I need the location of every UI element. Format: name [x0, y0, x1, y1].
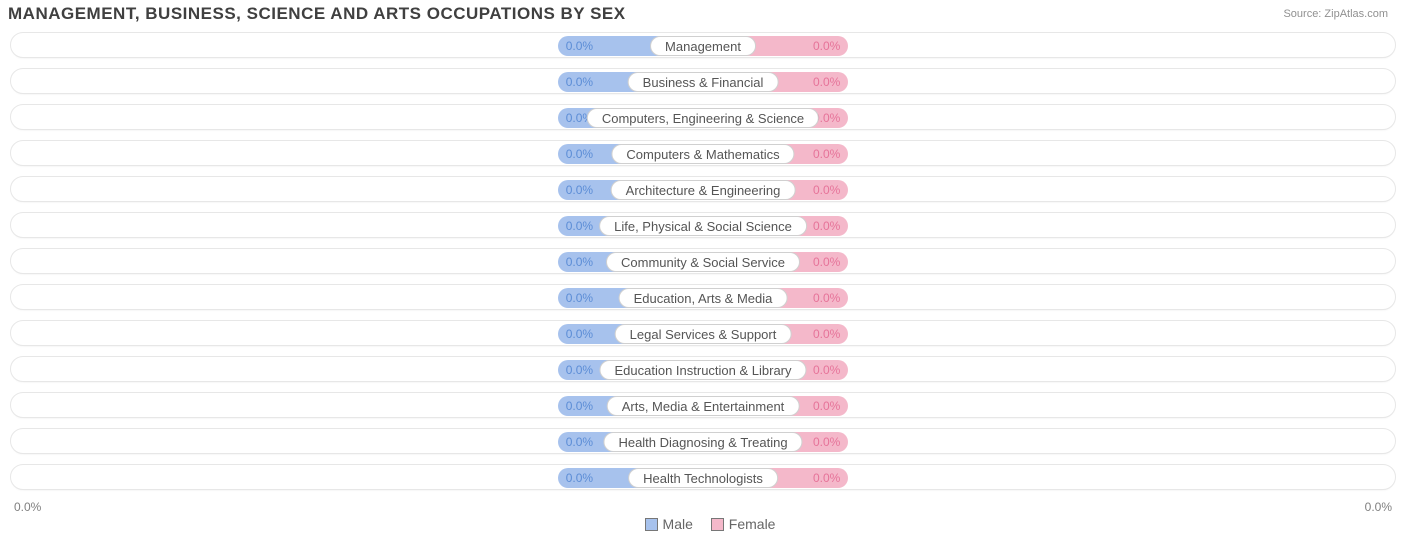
source-name: ZipAtlas.com — [1324, 8, 1388, 20]
bar-row: 0.0% 0.0%Life, Physical & Social Science — [10, 212, 1396, 238]
category-label: Architecture & Engineering — [611, 180, 796, 200]
category-label: Health Diagnosing & Treating — [603, 432, 802, 452]
male-value: 0.0% — [558, 435, 601, 449]
female-value: 0.0% — [805, 255, 848, 269]
male-swatch — [645, 518, 658, 531]
legend-male-label: Male — [663, 516, 693, 532]
bar-row: 0.0% 0.0% Architecture & Engineering — [10, 176, 1396, 202]
category-label: Health Technologists — [628, 468, 778, 488]
male-value: 0.0% — [558, 291, 601, 305]
legend-female-label: Female — [729, 516, 776, 532]
male-value: 0.0% — [558, 471, 601, 485]
male-value: 0.0% — [558, 363, 601, 377]
legend: Male Female — [8, 516, 1398, 534]
bar-rows: 0.0% 0.0% Management 0.0% 0.0% Business & Fin… — [8, 32, 1398, 490]
bar-row: 0.0% 0.0% Education, Arts & Media — [10, 284, 1396, 310]
category-label: Computers & Mathematics — [611, 144, 794, 164]
category-label: Education, Arts & Media — [619, 288, 788, 308]
bar-row: 0.0% 0.0%Education Instruction & Library — [10, 356, 1396, 382]
chart-container: MANAGEMENT, BUSINESS, SCIENCE AND ARTS O… — [0, 0, 1406, 559]
female-value: 0.0% — [805, 291, 848, 305]
female-value: 0.0% — [805, 435, 848, 449]
female-value: 0.0% — [805, 147, 848, 161]
category-label: Legal Services & Support — [615, 324, 792, 344]
female-value: 0.0% — [805, 327, 848, 341]
bar-row: 0.0% 0.0% Arts, Media & Entertainment — [10, 392, 1396, 418]
female-value: 0.0% — [805, 363, 848, 377]
female-swatch — [711, 518, 724, 531]
category-label: Arts, Media & Entertainment — [607, 396, 800, 416]
male-value: 0.0% — [558, 39, 601, 53]
bar-row: 0.0% 0.0% Community & Social Service — [10, 248, 1396, 274]
category-label: Life, Physical & Social Science — [599, 216, 807, 236]
male-value: 0.0% — [558, 219, 601, 233]
bar-row: 0.0% 0.0% Health Technologists — [10, 464, 1396, 490]
female-value: 0.0% — [805, 471, 848, 485]
male-value: 0.0% — [558, 255, 601, 269]
category-label: Computers, Engineering & Science — [587, 108, 819, 128]
male-value: 0.0% — [558, 399, 601, 413]
female-value: 0.0% — [805, 39, 848, 53]
chart-title: MANAGEMENT, BUSINESS, SCIENCE AND ARTS O… — [8, 4, 626, 24]
source-prefix: Source: — [1283, 8, 1324, 20]
axis-right: 0.0% — [1365, 500, 1392, 514]
category-label: Business & Financial — [628, 72, 779, 92]
male-value: 0.0% — [558, 75, 601, 89]
male-value: 0.0% — [558, 147, 601, 161]
male-value: 0.0% — [558, 327, 601, 341]
female-value: 0.0% — [805, 219, 848, 233]
male-value: 0.0% — [558, 183, 601, 197]
bar-row: 0.0% 0.0% Management — [10, 32, 1396, 58]
female-value: 0.0% — [805, 399, 848, 413]
bar-row: 0.0% 0.0%Health Diagnosing & Treating — [10, 428, 1396, 454]
source-attribution: Source: ZipAtlas.com — [1283, 4, 1398, 20]
category-label: Community & Social Service — [606, 252, 800, 272]
bar-row: 0.0% 0.0% Computers & Mathematics — [10, 140, 1396, 166]
axis-left: 0.0% — [14, 500, 41, 514]
title-row: MANAGEMENT, BUSINESS, SCIENCE AND ARTS O… — [8, 4, 1398, 24]
axis-labels: 0.0% 0.0% — [8, 500, 1398, 516]
female-value: 0.0% — [805, 183, 848, 197]
bar-row: 0.0%0.0%Computers, Engineering & Science — [10, 104, 1396, 130]
category-label: Education Instruction & Library — [599, 360, 806, 380]
category-label: Management — [650, 36, 756, 56]
female-value: 0.0% — [805, 75, 848, 89]
bar-row: 0.0% 0.0% Business & Financial — [10, 68, 1396, 94]
bar-row: 0.0% 0.0% Legal Services & Support — [10, 320, 1396, 346]
